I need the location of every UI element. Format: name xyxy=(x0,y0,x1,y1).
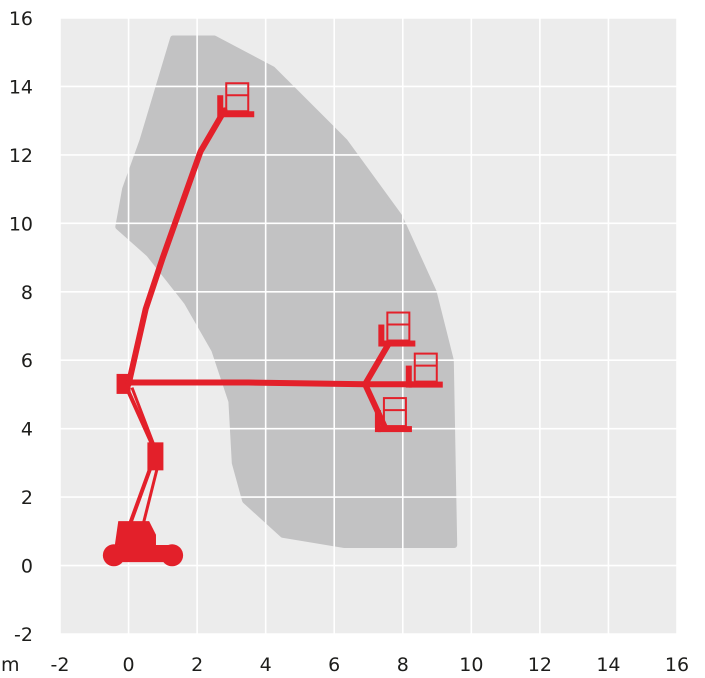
basket-max-height xyxy=(217,82,255,118)
basket-rail xyxy=(225,82,250,113)
y-tick-label: 12 xyxy=(9,145,33,167)
boom-arm xyxy=(362,381,389,432)
x-tick-label: 4 xyxy=(260,654,272,674)
basket-outreach-lowered xyxy=(374,397,412,433)
x-tick-label: 16 xyxy=(665,654,689,674)
x-tick-label: -2 xyxy=(51,654,70,674)
boom-arm xyxy=(125,107,228,388)
basket-mount xyxy=(374,410,381,433)
basket-floor xyxy=(381,340,416,347)
basket-rail xyxy=(382,397,407,428)
x-tick-label: 0 xyxy=(123,654,135,674)
y-tick-label: 10 xyxy=(9,213,33,235)
boom-position-outreach-raised xyxy=(362,340,393,388)
grid-lines xyxy=(59,17,678,635)
basket-mount xyxy=(217,95,224,118)
x-tick-label: 8 xyxy=(397,654,409,674)
x-tick-label: 10 xyxy=(459,654,483,674)
y-tick-label: 2 xyxy=(21,487,33,509)
basket-floor xyxy=(377,426,412,433)
basket-rail xyxy=(413,352,438,383)
lower-boom-joint xyxy=(147,442,164,471)
y-tick-label: 8 xyxy=(21,282,33,304)
x-tick-label: 12 xyxy=(528,654,552,674)
x-tick-label: 6 xyxy=(328,654,340,674)
x-axis-unit-label: m xyxy=(1,654,20,674)
basket-mount xyxy=(405,365,412,388)
boom-position-outreach-lowered xyxy=(362,381,389,432)
basket-mount xyxy=(378,324,385,347)
boom-arm xyxy=(125,379,417,388)
basket-rail xyxy=(386,311,411,342)
turntable xyxy=(114,521,156,546)
x-axis-tick-labels: -2 0 2 4 6 8 10 12 14 16 xyxy=(51,654,690,676)
y-tick-label: 16 xyxy=(9,8,33,30)
y-tick-label: 6 xyxy=(21,350,33,372)
x-tick-label: 14 xyxy=(596,654,620,674)
y-axis-tick-labels: 16 14 12 10 8 6 4 2 0 -2 xyxy=(9,8,33,646)
chassis xyxy=(114,545,174,563)
boom-position-max-height xyxy=(125,107,228,388)
x-tick-label: 2 xyxy=(191,654,203,674)
basket-floor xyxy=(220,111,255,118)
rear-wheel xyxy=(161,544,184,567)
boom-position-max-outreach xyxy=(125,379,417,388)
basket-max-outreach xyxy=(405,352,443,388)
y-tick-label: 0 xyxy=(21,556,33,578)
y-tick-label: -2 xyxy=(14,624,33,646)
y-tick-label: 4 xyxy=(21,419,33,441)
y-tick-label: 14 xyxy=(9,76,33,98)
boom-arm xyxy=(362,340,393,388)
front-wheel xyxy=(102,544,125,567)
basket-outreach-raised xyxy=(378,311,416,347)
boom-lift-machine xyxy=(102,82,443,567)
basket-floor xyxy=(408,381,443,388)
